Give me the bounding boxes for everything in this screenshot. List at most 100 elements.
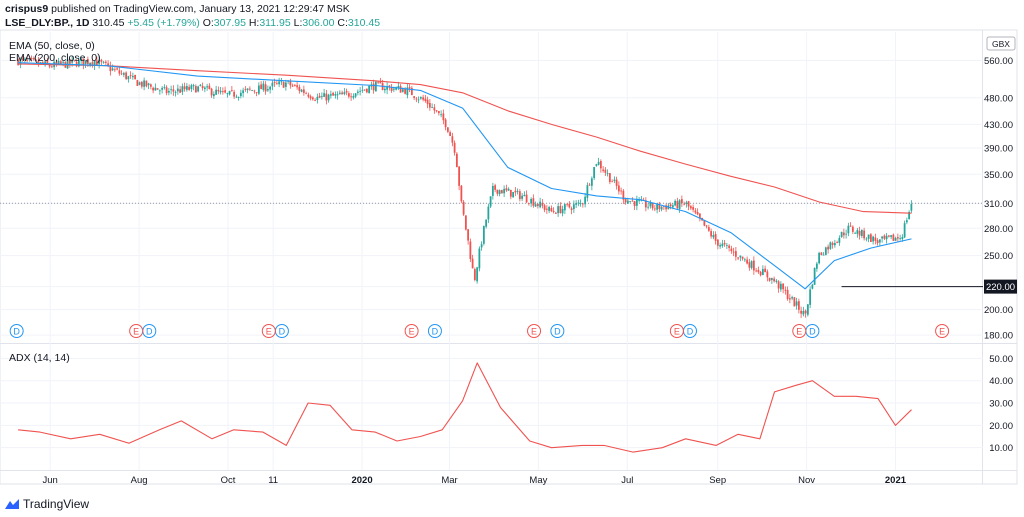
candle-body xyxy=(651,202,654,209)
candle-body xyxy=(739,255,742,258)
candle-body xyxy=(503,188,506,194)
candle-body xyxy=(507,188,510,191)
candle-body xyxy=(433,107,436,111)
candle-body xyxy=(37,61,40,65)
candle-body xyxy=(552,210,555,212)
x-tick-label: Jul xyxy=(621,475,633,486)
candle-body xyxy=(442,113,445,121)
candle-body xyxy=(246,88,249,91)
y-tick-label: 200.00 xyxy=(984,305,1013,316)
candle-body xyxy=(129,75,132,76)
candle-body xyxy=(89,62,92,65)
x-tick-label: Aug xyxy=(131,475,148,486)
candle-body xyxy=(795,301,798,306)
x-tick-label: Mar xyxy=(441,475,457,486)
earnings-marker-letter: E xyxy=(266,327,272,337)
candle-body xyxy=(374,81,377,92)
candle-body xyxy=(516,190,519,192)
candle-body xyxy=(95,60,98,66)
candle-body xyxy=(833,242,836,246)
candle-body xyxy=(23,58,26,60)
x-tick-label: 11 xyxy=(268,475,278,486)
candle-body xyxy=(104,61,107,63)
candle-body xyxy=(338,92,341,94)
candle-body xyxy=(856,230,859,234)
candle-body xyxy=(804,310,807,314)
candle-body xyxy=(554,212,557,214)
candle-body xyxy=(881,236,884,239)
candle-body xyxy=(181,86,184,92)
candle-body xyxy=(298,86,301,91)
candle-body xyxy=(109,65,112,72)
candle-body xyxy=(219,90,222,93)
candle-body xyxy=(656,203,659,210)
candle-body xyxy=(491,185,494,196)
candle-body xyxy=(217,89,220,92)
candle-body xyxy=(257,85,260,94)
candle-body xyxy=(849,225,852,227)
candle-body xyxy=(334,94,337,96)
tradingview-logo-icon xyxy=(5,499,19,509)
candle-body xyxy=(734,251,737,257)
last-price: 310.45 xyxy=(92,17,125,29)
publisher-name[interactable]: crispus9 xyxy=(5,3,49,15)
candle-body xyxy=(829,242,832,249)
candle-body xyxy=(716,239,719,246)
candle-body xyxy=(566,203,569,205)
earnings-marker-letter: E xyxy=(133,327,139,337)
adx-line xyxy=(18,362,912,453)
candle-body xyxy=(233,91,236,97)
candle-body xyxy=(26,60,29,61)
candle-body xyxy=(102,61,105,63)
candle-body xyxy=(869,234,872,242)
candlesticks xyxy=(17,55,913,318)
adx-tick-label: 10.00 xyxy=(989,443,1013,454)
candle-body xyxy=(143,80,146,87)
candle-body xyxy=(329,94,332,96)
candle-body xyxy=(183,86,186,90)
candle-body xyxy=(737,257,740,259)
earnings-marker-icon xyxy=(669,324,684,338)
candle-body xyxy=(514,190,517,193)
candle-body xyxy=(860,229,863,236)
candle-body xyxy=(55,61,58,64)
candle-body xyxy=(887,235,890,237)
candle-body xyxy=(563,204,566,211)
candle-body xyxy=(368,85,371,94)
candle-body xyxy=(154,87,157,91)
currency-label: GBX xyxy=(992,39,1010,49)
candle-body xyxy=(199,84,202,86)
candle-body xyxy=(476,267,479,282)
candle-body xyxy=(361,89,364,91)
candle-body xyxy=(320,96,323,98)
candle-body xyxy=(253,90,256,92)
candle-body xyxy=(98,59,101,65)
ema200-legend[interactable]: EMA (200, close, 0) xyxy=(9,52,101,64)
candle-body xyxy=(858,230,861,236)
candle-body xyxy=(471,258,474,269)
header-published: crispus9 published on TradingView.com, J… xyxy=(5,3,350,15)
candle-body xyxy=(872,236,875,242)
candle-body xyxy=(428,102,431,108)
candle-body xyxy=(140,81,143,87)
candle-body xyxy=(179,89,182,93)
candle-body xyxy=(156,88,159,90)
candle-body xyxy=(908,211,911,219)
candle-body xyxy=(413,96,416,98)
candle-body xyxy=(527,202,530,204)
candle-body xyxy=(395,87,398,90)
candle-body xyxy=(622,190,625,200)
high-value: 311.95 xyxy=(259,17,291,29)
candle-body xyxy=(876,240,879,244)
adx-legend[interactable]: ADX (14, 14) xyxy=(9,352,70,364)
ema50-legend[interactable]: EMA (50, close, 0) xyxy=(9,40,95,52)
candle-body xyxy=(703,220,706,226)
candle-body xyxy=(660,206,663,210)
close-value: 310.45 xyxy=(347,17,381,29)
candle-body xyxy=(809,289,812,305)
candle-body xyxy=(444,119,447,128)
low-label: L: xyxy=(293,17,303,29)
candle-body xyxy=(215,89,218,95)
tradingview-brand[interactable]: TradingView xyxy=(5,497,89,511)
